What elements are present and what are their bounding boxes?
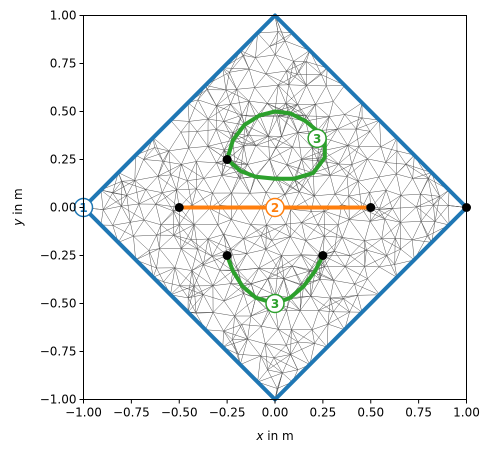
marker-circle (265, 197, 285, 218)
x-tick-label: 0.75 (405, 406, 432, 420)
vertex-point-7 (318, 251, 328, 260)
marker-label: 3 (313, 132, 321, 146)
vertex-point-3 (174, 203, 184, 212)
y-tick-label: −1.00 (40, 393, 77, 407)
vertex-point-4 (366, 203, 376, 212)
y-axis-ticks: −1.00 −0.75 −0.50 −0.25 0.00 0.25 0.50 0.75 1.00 (40, 9, 84, 407)
x-axis-ticks: −1.00 −0.75 −0.50 −0.25 0.00 0.25 0.50 0.75 1.00 (65, 399, 480, 420)
y-tick-label: −0.75 (40, 345, 77, 359)
x-tick-label: −0.25 (209, 406, 246, 420)
mesh-edges (83, 15, 467, 400)
y-axis-label: y in m (11, 188, 25, 226)
y-tick-label: 0.75 (50, 57, 77, 71)
marker-label: 3 (271, 297, 279, 311)
y-tick-label: 0.00 (50, 201, 77, 215)
y-tick-label: −0.50 (40, 297, 77, 311)
boundary-marker-4: 3 (265, 293, 285, 314)
marker-circle (265, 293, 285, 314)
marker-label: 2 (271, 201, 279, 215)
x-tick-label: −0.75 (113, 406, 150, 420)
x-axis-label: x in m (255, 429, 293, 443)
x-tick-label: 0.50 (357, 406, 384, 420)
vertex-point-5 (222, 155, 232, 164)
x-tick-label: 0.25 (310, 406, 337, 420)
mesh-lines (83, 15, 467, 400)
marker-circle (307, 128, 327, 149)
x-tick-label: 0.00 (262, 406, 289, 420)
y-tick-label: −0.25 (40, 249, 77, 263)
vertex-point-6 (222, 251, 232, 260)
x-tick-label: 1.00 (453, 406, 480, 420)
x-tick-label: −1.00 (65, 406, 102, 420)
boundary-marker-2: 2 (265, 197, 285, 218)
boundary-marker-3: 3 (307, 128, 327, 149)
x-tick-label: −0.50 (161, 406, 198, 420)
y-tick-label: 0.50 (50, 105, 77, 119)
y-tick-label: 0.25 (50, 153, 77, 167)
y-tick-label: 1.00 (50, 9, 77, 23)
